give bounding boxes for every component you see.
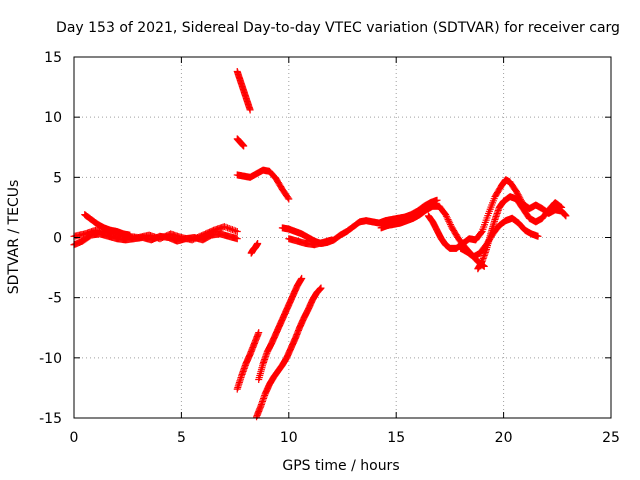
data-point: [328, 236, 336, 244]
data-point: [442, 211, 450, 219]
y-axis-ticks: -15 -10 -5 0 5 10 15: [39, 50, 611, 427]
series-track-6: [233, 166, 293, 203]
x-axis-label: GPS time / hours: [282, 458, 399, 474]
x-tick-label: 0: [70, 430, 79, 446]
data-point: [512, 188, 520, 196]
data-point: [222, 223, 230, 231]
data-point: [446, 219, 454, 227]
data-point: [317, 284, 325, 292]
series-track-12: [285, 235, 336, 249]
data-point: [442, 212, 450, 220]
data-point: [285, 195, 293, 203]
series-track-15: [474, 193, 566, 273]
data-point: [232, 227, 240, 235]
series-track-10: [253, 284, 325, 421]
data-point: [230, 226, 238, 234]
data-point: [225, 224, 233, 232]
y-tick-label: -5: [48, 291, 62, 307]
series-track-9: [255, 274, 306, 383]
x-tick-label: 5: [177, 430, 186, 446]
data-point: [255, 329, 263, 337]
x-tick-label: 20: [495, 430, 513, 446]
x-tick-label: 10: [280, 430, 298, 446]
data-point: [556, 202, 564, 210]
chart-title: Day 153 of 2021, Sidereal Day-to-day VTE…: [56, 20, 620, 36]
data-point: [433, 196, 441, 204]
y-tick-label: 0: [53, 231, 62, 247]
y-tick-label: 10: [44, 110, 62, 126]
data-point: [228, 226, 236, 234]
y-tick-label: -10: [39, 351, 62, 367]
data-point: [240, 142, 248, 150]
data-point: [443, 214, 451, 222]
x-tick-label: 15: [387, 430, 405, 446]
series-track-2: [70, 230, 241, 249]
series-track-7: [247, 240, 262, 257]
data-point: [445, 217, 453, 225]
series-track-3: [81, 211, 134, 239]
data-point: [233, 227, 241, 235]
y-tick-label: -15: [39, 411, 62, 427]
data-point: [254, 240, 262, 248]
data-point: [224, 224, 232, 232]
x-axis-ticks: 0 5 10 15 20 25: [70, 57, 620, 446]
data-point: [513, 189, 521, 197]
data-point: [126, 231, 134, 239]
data-point: [284, 194, 292, 202]
data-point: [447, 222, 455, 230]
y-axis-label: SDTVAR / TECUs: [6, 180, 22, 295]
data-point: [298, 274, 306, 282]
data-point: [514, 191, 522, 199]
data-point: [233, 235, 241, 243]
data-point: [534, 232, 542, 240]
series-track-16: [457, 214, 542, 261]
data-point: [220, 223, 228, 231]
series-track-5: [233, 135, 248, 150]
data-point: [558, 203, 566, 211]
data-point: [444, 216, 452, 224]
series-track-8: [233, 329, 263, 393]
data-points: [70, 67, 570, 421]
data-point: [227, 225, 235, 233]
data-point: [477, 229, 485, 237]
x-tick-label: 25: [602, 430, 620, 446]
y-tick-label: 5: [53, 170, 62, 186]
data-point: [246, 106, 254, 114]
data-point: [562, 212, 570, 220]
y-tick-label: 15: [44, 50, 62, 66]
data-point: [446, 221, 454, 229]
data-point: [557, 203, 565, 211]
series-track-4: [233, 67, 254, 114]
